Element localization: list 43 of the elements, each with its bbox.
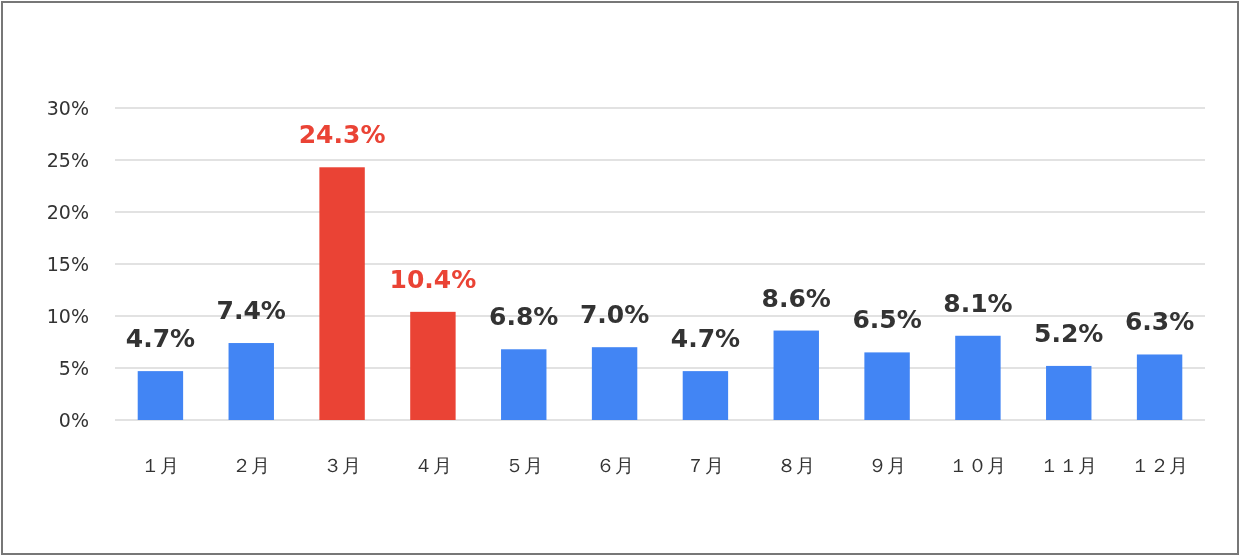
x-tick-label: ２月 [232, 454, 271, 476]
bar [410, 311, 456, 420]
bar [1136, 354, 1183, 420]
bar [682, 371, 729, 420]
bar [137, 371, 184, 420]
data-label: 6.8% [489, 302, 559, 332]
y-tick-label: 0% [58, 408, 89, 431]
bar [955, 335, 1001, 420]
bar [228, 343, 274, 420]
data-label: 24.3% [298, 120, 386, 150]
x-tick-label: ５月 [504, 454, 543, 476]
data-label: 7.0% [579, 300, 650, 330]
data-label: 6.3% [1124, 307, 1195, 337]
data-label: 10.4% [389, 264, 477, 294]
x-tick-label: １１月 [1040, 454, 1098, 476]
bar [591, 347, 638, 420]
data-label: 5.2% [1034, 318, 1104, 348]
bar [864, 352, 910, 420]
data-label: 4.7% [125, 324, 196, 354]
x-tick-label: ９月 [868, 454, 907, 476]
data-label: 7.4% [216, 296, 286, 326]
data-label: 6.5% [852, 305, 922, 335]
data-label: 4.7% [670, 324, 741, 354]
y-tick-label: 10% [46, 304, 89, 327]
x-tick-label: ３月 [323, 454, 362, 476]
x-tick-label: ７月 [686, 454, 725, 476]
y-tick-label: 5% [58, 356, 89, 379]
bar [773, 330, 819, 420]
x-tick-label: ４月 [413, 454, 452, 476]
x-tick-label: １０月 [949, 454, 1007, 476]
y-tick-label: 20% [46, 200, 89, 223]
x-tick-label: １２月 [1131, 454, 1189, 476]
x-tick-label: １月 [141, 454, 180, 476]
bar [1046, 365, 1092, 420]
x-tick-label: ８月 [777, 454, 816, 476]
y-tick-label: 30% [46, 96, 89, 119]
bar [501, 349, 547, 420]
x-tick-label: ６月 [595, 454, 634, 476]
y-tick-label: 15% [46, 252, 89, 275]
data-label: 8.6% [761, 283, 831, 313]
bar [319, 167, 365, 420]
data-label: 8.1% [943, 288, 1013, 318]
y-tick-label: 25% [46, 148, 89, 171]
